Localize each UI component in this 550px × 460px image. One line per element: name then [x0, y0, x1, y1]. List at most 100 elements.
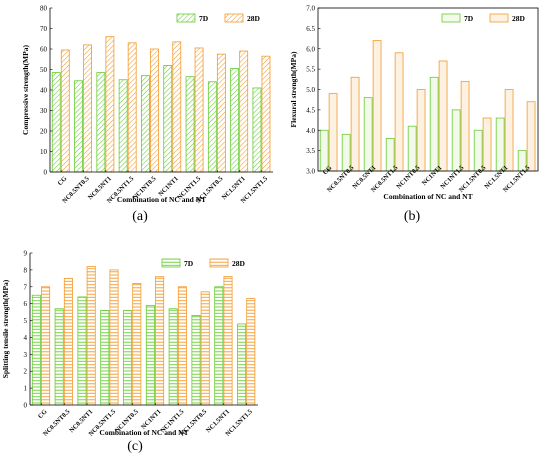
bar-7d-6 [168, 308, 178, 406]
bar-28d-4 [150, 48, 159, 173]
legend-swatch-28d [224, 13, 244, 23]
bar-7d-1 [54, 308, 64, 406]
x-tick-label: CG [57, 175, 69, 187]
y-tick-label: 6.0 [306, 45, 315, 53]
y-tick-label: 0 [24, 402, 28, 410]
bar-7d-6 [451, 109, 461, 172]
bar-7d-2 [96, 72, 106, 173]
y-tick-label: 3 [24, 351, 28, 359]
panel-label-c: (c) [127, 439, 143, 454]
x-axis-title: Combination of NC and NT [117, 195, 206, 204]
x-tick-label: CG [37, 408, 49, 420]
y-axis-title: Compressive strength(MPa) [21, 45, 30, 135]
y-tick-label: 0 [44, 169, 48, 177]
legend-swatch-7d [441, 13, 461, 23]
bar-28d-3 [127, 42, 137, 173]
bar-7d-4 [123, 310, 133, 406]
y-tick-label: 80 [40, 5, 48, 13]
bar-7d-9 [237, 323, 247, 406]
bar-28d-3 [394, 52, 404, 172]
bar-28d-2 [105, 36, 115, 173]
bar-7d-4 [141, 75, 150, 173]
bar-7d-1 [74, 80, 83, 173]
bar-7d-6 [185, 76, 195, 173]
chart-svg-b: 3.03.54.04.55.05.56.06.57.0CGNC0.5NT0.5N… [289, 5, 539, 201]
panel-label-b: (b) [403, 209, 421, 224]
y-tick-label: 40 [40, 87, 48, 95]
legend-label-28d: 28D [247, 14, 261, 23]
bar-7d-8 [214, 286, 224, 406]
bar-28d-0 [60, 49, 70, 173]
x-axis-title: Combination of NC and NT [383, 192, 472, 201]
bar-28d-8 [223, 276, 233, 406]
bar-7d-3 [100, 310, 110, 406]
y-tick-label: 5.0 [306, 86, 315, 94]
bar-7d-2 [77, 296, 87, 406]
chart-panel-b: 3.0 3.5 4.0 4.5 5.0 5.5 6.0 6.5 7.0 CG NC0.5NT0.5 N… [280, 0, 550, 230]
chart-panel-c: 0 1 2 3 4 5 6 7 8 9 CG NC0.5NT0.5 NC0.5NT1 NC0.5NT1.5… [0, 235, 290, 460]
bar-28d-6 [194, 47, 204, 173]
bar-7d-8 [495, 117, 505, 172]
y-tick-label: 6 [24, 300, 28, 308]
bar-28d-5 [155, 276, 165, 406]
chart-panel-a: 0 10 20 30 40 50 60 70 80 CG NC0.5NT0.5 NC0.5NT1 NC0… [0, 0, 280, 230]
bar-7d-5 [163, 65, 173, 173]
bar-28d-8 [239, 50, 249, 173]
bar-28d-0 [328, 93, 338, 172]
bar-28d-7 [482, 117, 492, 172]
y-tick-label: 9 [24, 250, 28, 258]
y-tick-label: 6.5 [306, 25, 315, 33]
legend-swatch-28d [489, 13, 509, 23]
bar-7d-4 [407, 125, 417, 172]
x-axis-title: Combination of NC and NT [99, 428, 188, 437]
bar-28d-2 [372, 40, 382, 172]
bar-7d-5 [145, 304, 155, 406]
bar-28d-3 [109, 269, 119, 406]
x-tick-label: CG [322, 164, 334, 176]
bar-28d-6 [460, 80, 470, 172]
y-tick-label: 7 [24, 283, 28, 291]
bar-28d-5 [438, 60, 448, 172]
y-tick-label: 30 [40, 107, 48, 115]
bar-28d-9 [526, 101, 536, 172]
bar-28d-7 [216, 53, 226, 173]
y-axis-title: Splitting tensile strength(MPa) [1, 279, 10, 378]
panel-label-a: (a) [132, 209, 148, 224]
y-tick-label: 20 [40, 128, 48, 136]
bar-28d-4 [132, 283, 142, 406]
bar-28d-1 [83, 44, 92, 173]
bar-7d-0 [31, 294, 41, 406]
legend-swatch-28d [209, 258, 229, 268]
y-tick-label: 60 [40, 46, 48, 54]
y-tick-label: 10 [40, 148, 48, 156]
bar-7d-2 [363, 97, 373, 172]
chart-svg-a: 01020304050607080CGNC0.5NT0.5NC0.5NT1NC0… [21, 5, 273, 205]
bar-28d-8 [504, 89, 514, 172]
bar-28d-0 [41, 286, 51, 406]
legend-label-7d: 7D [184, 259, 194, 268]
y-axis-title: Flexural strength(MPa) [289, 51, 298, 127]
bar-7d-5 [429, 76, 439, 172]
y-tick-label: 1 [24, 385, 28, 393]
bar-28d-9 [246, 298, 256, 406]
legend-label-28d: 28D [232, 259, 246, 268]
bar-28d-4 [416, 89, 426, 172]
legend-label-28d: 28D [512, 14, 526, 23]
bar-28d-1 [350, 76, 360, 172]
y-tick-label: 4.0 [306, 127, 315, 135]
bar-7d-7 [191, 315, 201, 406]
bar-28d-5 [172, 41, 182, 173]
y-tick-label: 2 [24, 368, 28, 376]
bar-28d-6 [177, 286, 187, 406]
y-tick-label: 5.5 [306, 66, 315, 74]
bar-7d-9 [252, 87, 262, 173]
legend-label-7d: 7D [199, 14, 209, 23]
legend-label-7d: 7D [464, 14, 474, 23]
bar-28d-2 [86, 266, 96, 406]
y-tick-label: 70 [40, 25, 48, 33]
y-tick-label: 8 [24, 266, 28, 274]
legend-swatch-7d [161, 258, 181, 268]
y-tick-label: 7.0 [306, 5, 315, 13]
bar-7d-0 [51, 72, 61, 173]
y-tick-label: 5 [24, 317, 28, 325]
